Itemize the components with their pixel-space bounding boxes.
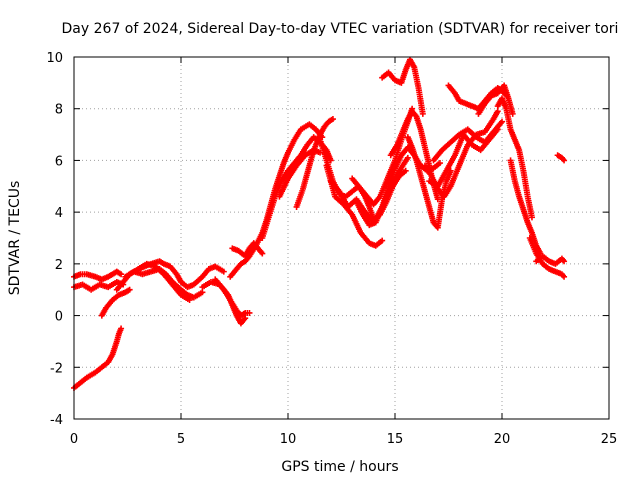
- y-tick-label: 6: [55, 154, 63, 169]
- series-track-27: [475, 82, 516, 117]
- y-axis-label: SDTVAR / TECUs: [7, 181, 23, 296]
- data-point: [186, 297, 193, 304]
- series-track-11: [229, 240, 266, 260]
- chart-title: Day 267 of 2024, Sidereal Day-to-day VTE…: [62, 21, 619, 37]
- x-tick-label: 10: [280, 432, 297, 447]
- y-tick-label: 2: [55, 258, 63, 273]
- plot-frame: [73, 56, 610, 420]
- data-point: [528, 214, 535, 221]
- y-tick-label: -4: [50, 413, 63, 428]
- series-track-30: [526, 235, 568, 280]
- data-point: [242, 315, 249, 322]
- series-track-1: [71, 268, 125, 283]
- y-tick-label: 10: [46, 51, 63, 66]
- series-track-22: [404, 134, 454, 231]
- data-point: [118, 325, 125, 332]
- series-track-25: [430, 118, 505, 164]
- series-track-31: [533, 253, 568, 267]
- y-tick-label: -2: [50, 361, 63, 376]
- series-track-32: [554, 152, 568, 164]
- data-point: [494, 108, 501, 115]
- series-track-3: [71, 325, 125, 391]
- data-point: [561, 273, 568, 280]
- data-point: [259, 250, 266, 257]
- x-tick-label: 25: [601, 432, 618, 447]
- data-point: [509, 110, 516, 117]
- series-track-7: [135, 260, 193, 304]
- x-tick-label: 5: [177, 432, 185, 447]
- x-tick-label: 0: [70, 432, 78, 447]
- grid-layer: [74, 57, 609, 419]
- data-point: [402, 167, 409, 174]
- data-point: [499, 118, 505, 125]
- data-marks: [71, 56, 568, 391]
- y-tick-label: 8: [55, 103, 63, 118]
- x-tick-label: 20: [494, 432, 511, 447]
- data-point: [246, 309, 253, 316]
- series-track-28: [494, 95, 535, 221]
- series-track-29: [507, 157, 544, 257]
- data-point: [561, 258, 568, 265]
- data-point: [379, 237, 386, 244]
- data-point: [419, 110, 426, 117]
- data-point: [404, 154, 411, 161]
- y-tick-label: 4: [55, 206, 63, 221]
- series-track-4: [98, 286, 133, 319]
- data-point: [199, 289, 206, 296]
- series-track-19: [349, 167, 409, 223]
- data-point: [118, 271, 125, 278]
- data-point: [220, 268, 227, 275]
- series-track-9: [212, 276, 253, 319]
- series-track-14: [293, 116, 336, 210]
- series-track-26: [445, 82, 510, 112]
- x-tick-label: 15: [387, 432, 404, 447]
- data-point: [329, 116, 336, 123]
- data-point: [126, 286, 133, 293]
- data-point: [436, 160, 443, 167]
- y-tick-label: 0: [55, 310, 63, 325]
- axis-ticks: 0 5 10 15 20 25 -4 -2 0 2 4 6 8 10: [46, 51, 617, 447]
- x-axis-label: GPS time / hours: [281, 459, 398, 475]
- data-point: [561, 157, 568, 164]
- series-track-20: [379, 56, 426, 117]
